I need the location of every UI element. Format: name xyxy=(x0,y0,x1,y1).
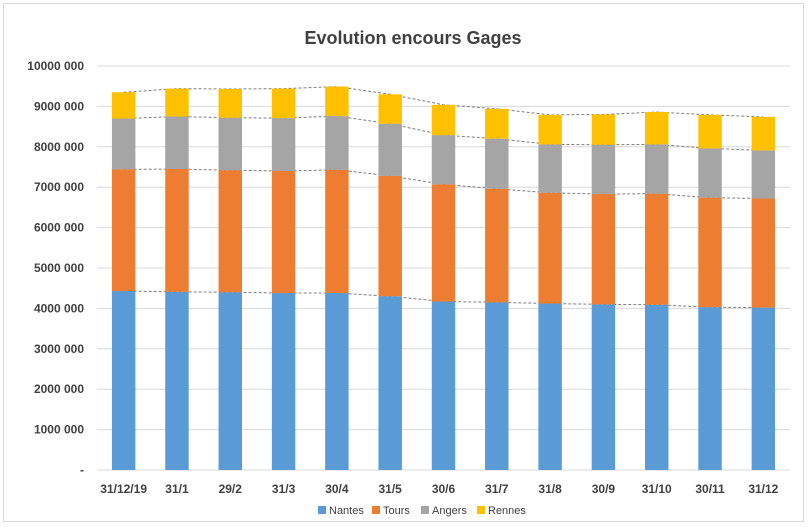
x-tick-label: 30/9 xyxy=(592,482,616,496)
x-tick-label: 30/11 xyxy=(695,482,725,496)
bar-angers xyxy=(698,148,722,198)
bar-rennes xyxy=(111,92,136,119)
bar-rennes xyxy=(431,104,456,136)
y-tick-label: 6000 000 xyxy=(34,221,84,235)
bar-angers xyxy=(218,117,242,171)
bar-rennes xyxy=(591,114,616,145)
bar-nantes xyxy=(485,302,509,470)
y-tick-label: 3000 000 xyxy=(34,342,84,356)
bar-tours xyxy=(485,188,509,303)
bar-tours xyxy=(271,171,296,294)
x-tick-label: 31/12 xyxy=(748,482,778,496)
bar-nantes xyxy=(698,307,722,470)
bar-rennes xyxy=(218,89,242,118)
bar-nantes xyxy=(218,292,242,470)
bar-tours xyxy=(591,194,616,305)
bar-tours xyxy=(378,175,402,297)
y-tick-label: 5000 000 xyxy=(34,261,84,275)
bar-nantes xyxy=(645,304,669,470)
x-axis-ticks: 31/12/19 31/1 29/2 31/3 30/4 31/5 30/6 31/7 31/8… xyxy=(100,482,778,496)
y-tick-label: 9000 000 xyxy=(34,99,84,113)
bar-tours xyxy=(698,197,722,308)
y-tick-label: 10000 000 xyxy=(27,59,84,73)
x-tick-label: 31/5 xyxy=(379,482,403,496)
y-tick-label: 4000 000 xyxy=(34,301,84,315)
legend-label: Nantes xyxy=(329,505,364,517)
bar-angers xyxy=(325,116,349,170)
bar-angers xyxy=(111,118,136,170)
chart-frame: Evolution encours Gages - 1000 000 2000 00… xyxy=(3,3,804,522)
bar-angers xyxy=(485,138,509,189)
bar-nantes xyxy=(271,293,296,470)
bar-angers xyxy=(645,144,669,194)
bar-nantes xyxy=(165,291,189,470)
bar-nantes xyxy=(325,293,349,470)
bar-tours xyxy=(325,169,349,294)
chart-title: Evolution encours Gages xyxy=(304,28,521,48)
x-tick-label: 31/10 xyxy=(642,482,672,496)
y-tick-label: 2000 000 xyxy=(34,382,84,396)
bar-nantes xyxy=(538,303,562,470)
bar-rennes xyxy=(378,94,402,124)
legend-swatch-tours xyxy=(372,506,380,514)
bar-angers xyxy=(378,123,402,176)
bar-nantes xyxy=(378,296,402,470)
bar-angers xyxy=(751,150,776,199)
bar-tours xyxy=(751,198,776,308)
bar-rennes xyxy=(751,116,776,151)
bar-rennes xyxy=(645,112,669,145)
x-tick-label: 31/3 xyxy=(272,482,296,496)
y-tick-label: 1000 000 xyxy=(34,423,84,437)
bar-rennes xyxy=(165,88,189,117)
legend-swatch-rennes xyxy=(477,506,485,514)
bar-tours xyxy=(218,170,242,293)
x-tick-label: 30/6 xyxy=(432,482,456,496)
x-tick-label: 31/7 xyxy=(485,482,509,496)
bar-nantes xyxy=(431,301,456,470)
legend-swatch-nantes xyxy=(318,506,326,514)
bar-rennes xyxy=(698,114,722,149)
y-axis-ticks: - 1000 000 2000 000 3000 000 4000 000 5000 00… xyxy=(27,59,84,477)
bar-tours xyxy=(111,169,136,292)
legend-label: Rennes xyxy=(488,505,526,517)
stacked-bar-chart: Evolution encours Gages - 1000 000 2000 00… xyxy=(27,28,790,517)
bar-rennes xyxy=(271,88,296,119)
bar-angers xyxy=(591,144,616,195)
y-tick-label: 7000 000 xyxy=(34,180,84,194)
bar-tours xyxy=(431,184,456,302)
legend: Nantes Tours Angers Rennes xyxy=(318,505,526,517)
x-tick-label: 31/8 xyxy=(538,482,562,496)
bar-tours xyxy=(165,169,189,292)
x-tick-label: 30/4 xyxy=(325,482,349,496)
bar-rennes xyxy=(325,86,349,117)
bar-angers xyxy=(431,135,456,185)
x-tick-label: 29/2 xyxy=(219,482,243,496)
bar-nantes xyxy=(111,291,136,470)
bar-tours xyxy=(538,192,562,304)
x-tick-label: 31/1 xyxy=(165,482,189,496)
legend-label: Tours xyxy=(383,505,410,517)
bar-tours xyxy=(645,193,669,305)
bar-angers xyxy=(271,118,296,172)
y-tick-label: - xyxy=(80,463,84,477)
bar-angers xyxy=(165,116,189,170)
bar-rennes xyxy=(485,108,509,139)
bar-nantes xyxy=(591,304,616,470)
bar-nantes xyxy=(751,307,776,470)
bar-angers xyxy=(538,144,562,193)
bar-rennes xyxy=(538,114,562,145)
bars xyxy=(111,86,776,470)
legend-swatch-angers xyxy=(421,506,429,514)
x-tick-label: 31/12/19 xyxy=(100,482,147,496)
legend-label: Angers xyxy=(432,505,467,517)
y-tick-label: 8000 000 xyxy=(34,140,84,154)
